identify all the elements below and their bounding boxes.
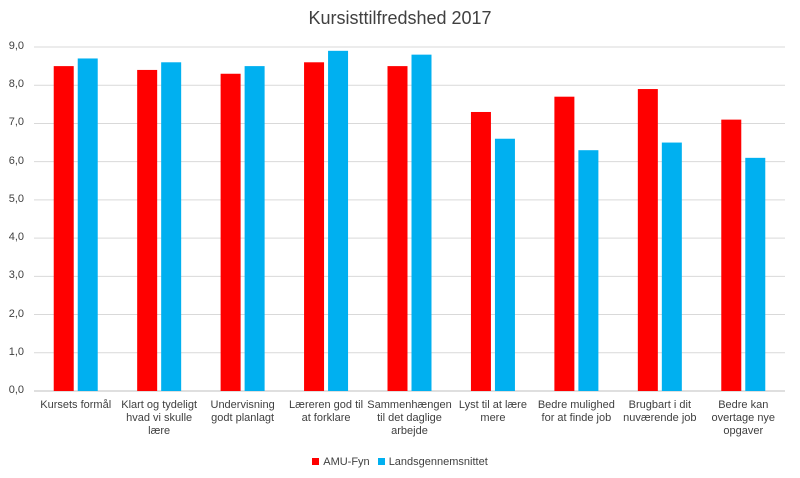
x-tick-label-line: Brugbart i dit [628, 399, 692, 411]
chart-title: Kursisttilfredshed 2017 [308, 8, 492, 28]
legend: AMU-Fyn Landsgennemsnittet [0, 456, 800, 468]
x-tick-label: Bedre kan overtage nye opgaver [700, 399, 786, 438]
bar-landsgennemsnittet [661, 142, 682, 391]
x-tick-label: Lyst til at lære mere [450, 399, 536, 425]
x-tick-label: Undervisning godt planlagt [200, 399, 286, 425]
bar-landsgennemsnittet [161, 62, 182, 392]
y-tick-label: 1,0 [8, 345, 24, 358]
x-tick-label: Kursets formål [33, 399, 119, 412]
x-tick-label-line: overtage nye [711, 412, 776, 424]
bar-amu-fyn [137, 69, 158, 391]
y-tick-label: 9,0 [8, 40, 24, 52]
bar-amu-fyn [721, 119, 742, 391]
y-tick-label: 3,0 [8, 269, 24, 282]
x-tick-label-line: Læreren god til [289, 399, 364, 411]
x-tick-label-line: mere [480, 412, 506, 424]
bar-landsgennemsnittet [494, 138, 515, 391]
x-tick-label-line: lære [148, 425, 171, 437]
bar-amu-fyn [53, 66, 74, 391]
y-tick-label: 7,0 [8, 116, 24, 129]
bar-landsgennemsnittet [328, 50, 349, 391]
bar-amu-fyn [220, 73, 241, 391]
bar-landsgennemsnittet [77, 58, 98, 391]
bar-landsgennemsnittet [411, 54, 432, 392]
bar-amu-fyn [637, 89, 658, 392]
legend-label: Landsgennemsnittet [388, 456, 488, 468]
y-tick-label: 6,0 [8, 154, 24, 167]
x-tick-label-line: Bedre kan [718, 399, 769, 411]
legend-item: AMU-Fyn [312, 456, 370, 468]
x-tick-label-line: opgaver [723, 425, 764, 437]
y-tick-label: 8,0 [8, 78, 24, 91]
legend-label: AMU-Fyn [323, 456, 370, 468]
bar-landsgennemsnittet [578, 150, 599, 391]
x-tick-label: Læreren god til at forklare [283, 399, 369, 425]
bar-amu-fyn [304, 62, 325, 392]
y-tick-label: 2,0 [8, 307, 24, 320]
x-tick-label: Bedre mulighed for at finde job [533, 399, 619, 425]
x-tick-label-line: Sammenhængen [367, 399, 452, 411]
x-tick-label: Klart og tydeligt hvad vi skulle lære [116, 399, 202, 438]
y-tick-label: 4,0 [8, 231, 24, 244]
x-tick-label-line: nuværende job [623, 412, 697, 424]
bar-amu-fyn [554, 96, 575, 391]
y-tick-label: 0,0 [8, 384, 24, 396]
legend-item: Landsgennemsnittet [377, 456, 488, 468]
x-tick-label: Brugbart i dit nuværende job [617, 399, 703, 425]
x-tick-label-line: Undervisning [210, 399, 275, 411]
y-tick-label: 5,0 [8, 192, 24, 205]
x-tick-label-line: godt planlagt [211, 412, 275, 424]
x-tick-label-line: Kursets formål [40, 399, 112, 411]
bar-landsgennemsnittet [745, 157, 766, 391]
x-tick-label-line: hvad vi skulle [126, 412, 193, 424]
x-tick-label: Sammenhængen til det daglige arbejde [367, 399, 453, 438]
bar-landsgennemsnittet [244, 66, 265, 391]
x-tick-label-line: arbejde [391, 425, 428, 437]
bar-amu-fyn [387, 66, 408, 391]
legend-swatch [312, 458, 320, 465]
legend-swatch [377, 458, 385, 465]
bar-amu-fyn [470, 111, 491, 391]
x-tick-label-line: at forklare [301, 412, 351, 424]
x-tick-label-line: til det daglige [377, 412, 442, 424]
x-tick-label-line: Lyst til at lære [458, 399, 527, 411]
x-tick-label-line: for at finde job [541, 412, 612, 424]
x-tick-label-line: Bedre mulighed [537, 399, 615, 411]
x-tick-label-line: Klart og tydeligt [121, 399, 198, 411]
